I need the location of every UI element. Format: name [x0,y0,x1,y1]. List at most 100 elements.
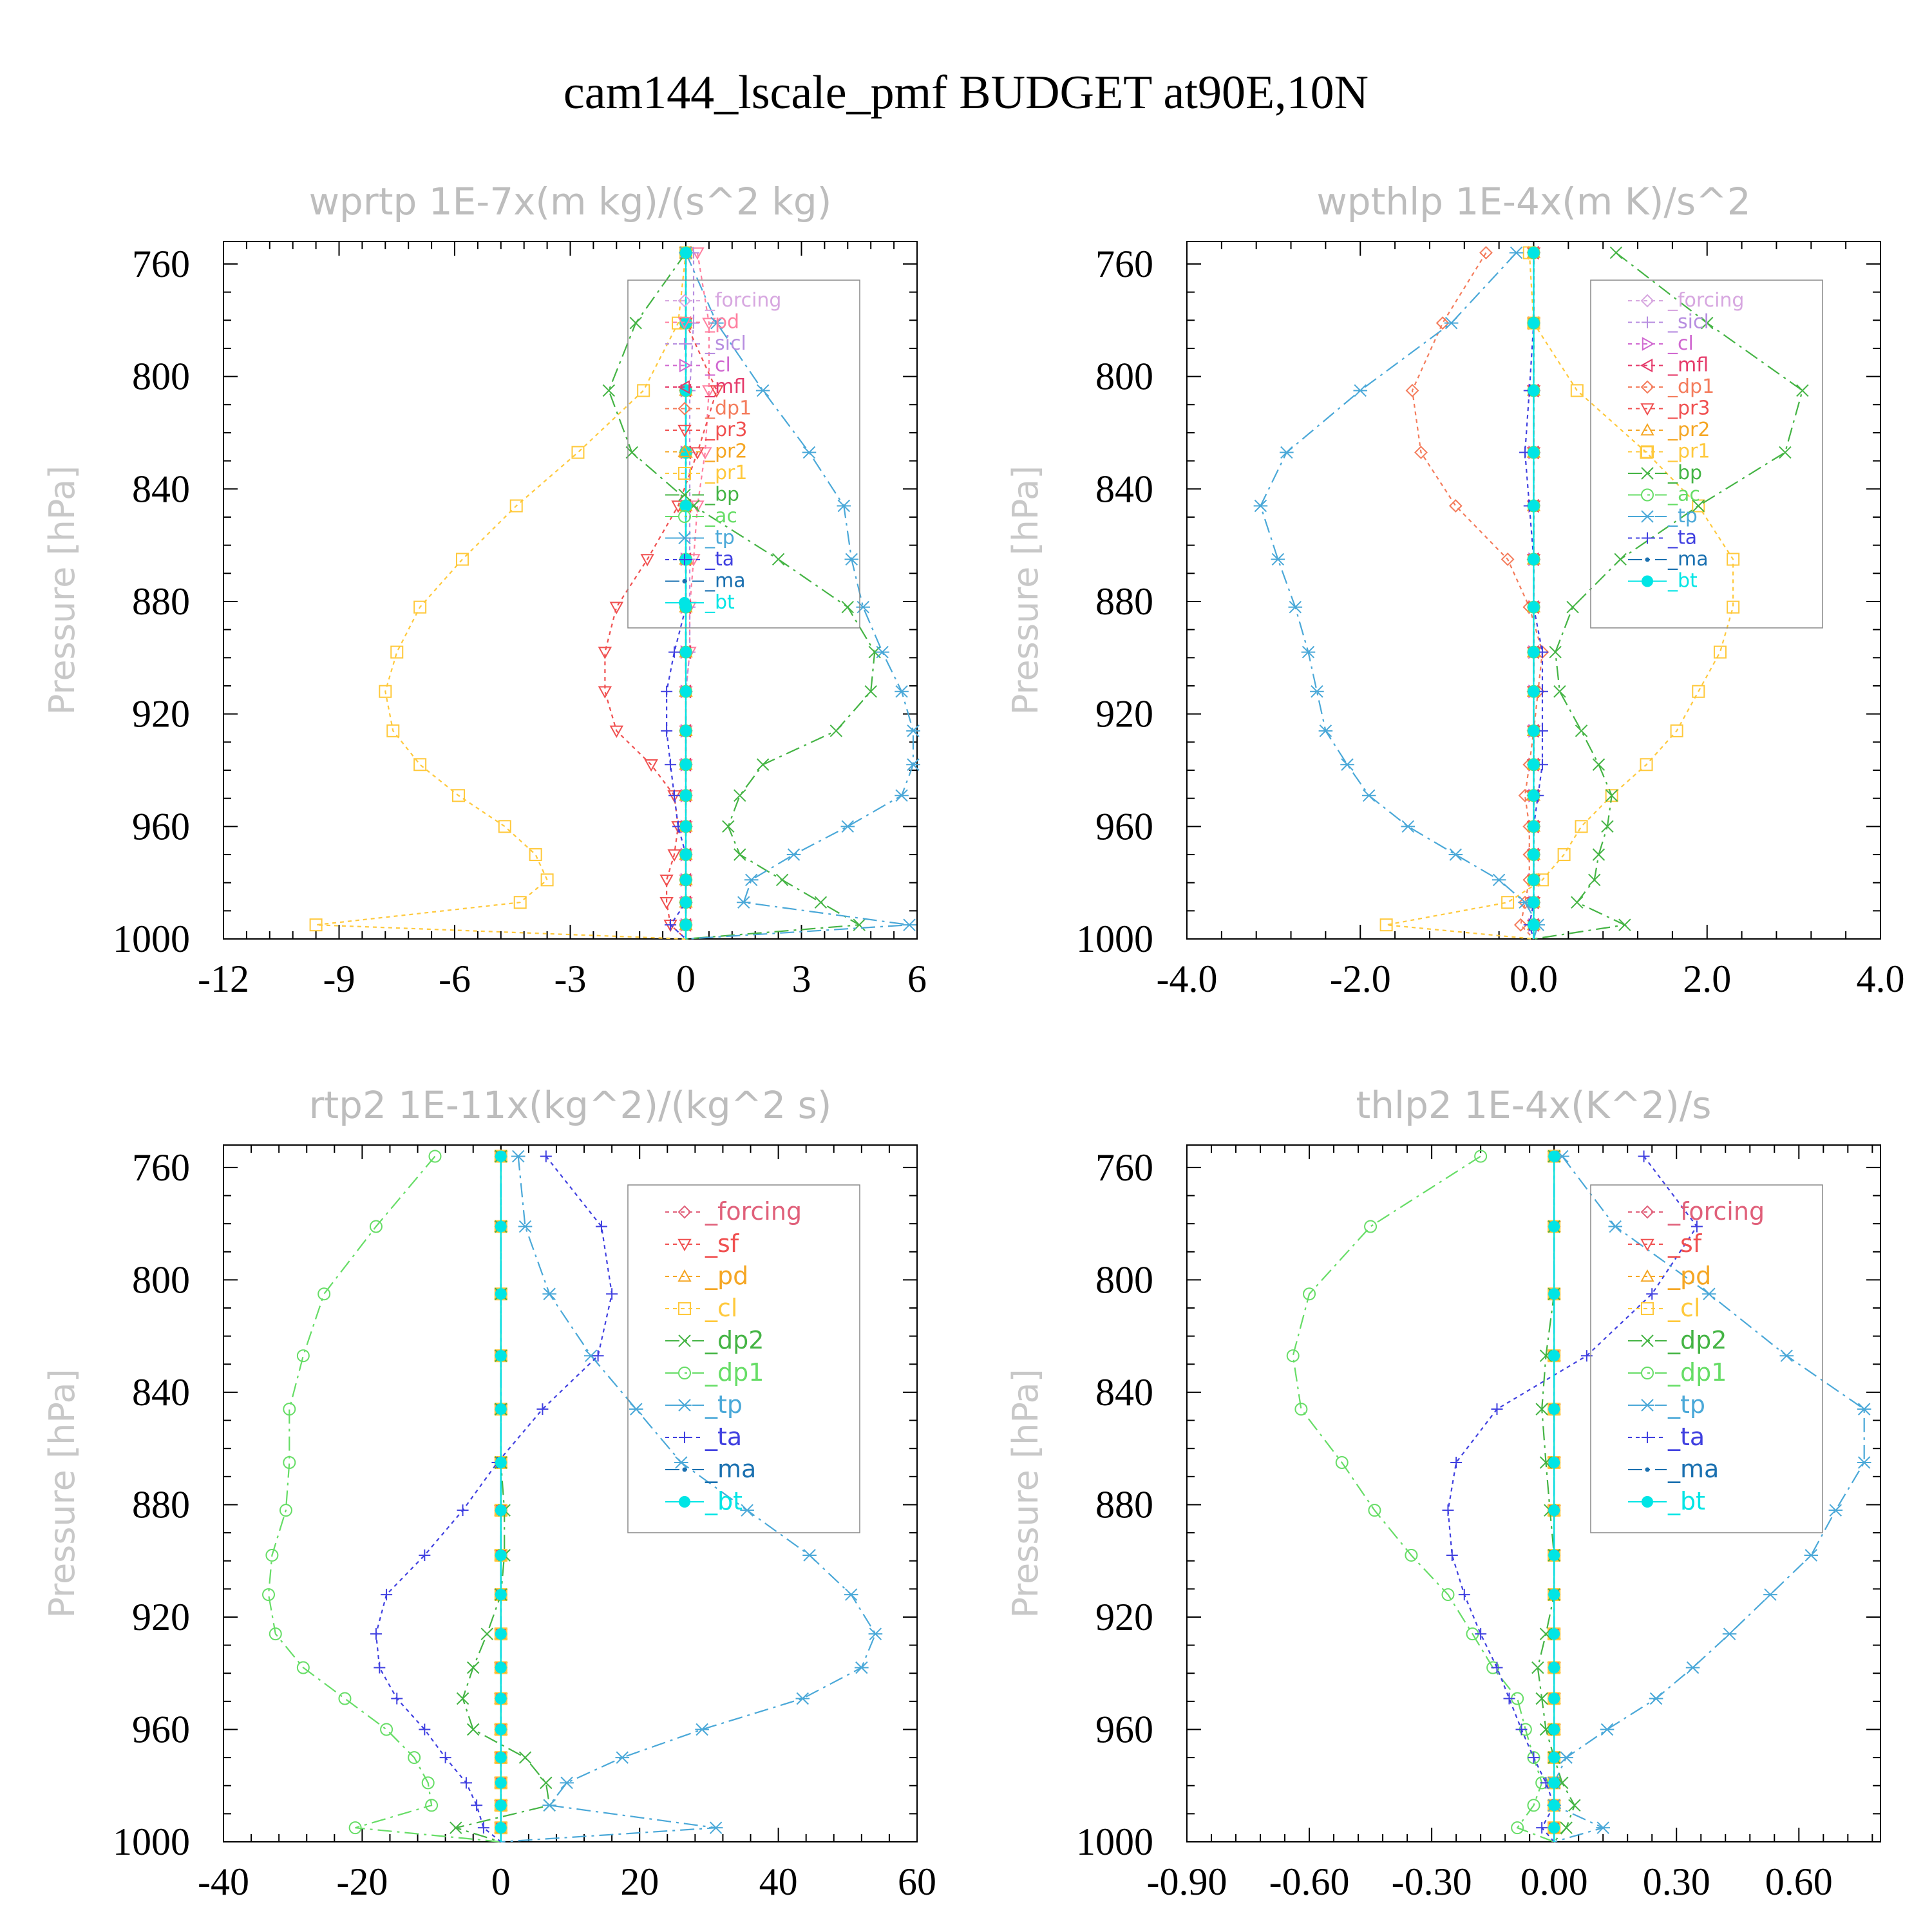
data-point [1685,1661,1700,1674]
data-point [668,790,681,802]
series-line [685,252,914,940]
x-tick-label: -2.0 [1330,958,1391,1000]
data-point [1515,1723,1528,1736]
data-point [370,1628,382,1640]
legend-label: _sicl [1667,311,1709,334]
series-line [666,252,687,940]
data-point [1435,316,1450,330]
y-tick-label: 880 [1095,580,1153,623]
legend-label: _sf [1667,1229,1703,1258]
y-axis-label: Pressure [hPa] [42,1368,82,1618]
data-point [1528,446,1540,459]
data-point [906,758,920,771]
data-point [1548,1150,1560,1162]
data-point [480,1627,493,1640]
data-point [513,896,527,909]
y-tick-label: 760 [132,243,190,285]
panel-title: wpthlp 1E-4x(m K)/s^2 [1316,180,1750,223]
data-point [1340,758,1354,771]
legend-label: _forcing [705,1197,802,1226]
data-point [1528,1752,1540,1764]
data-point [269,1627,282,1641]
data-point [1592,758,1605,771]
series-bp [1533,246,1809,940]
data-point [1596,1821,1610,1834]
data-point [1528,919,1540,931]
data-point [1528,500,1540,512]
data-point [802,446,817,459]
legend-marker [677,380,690,394]
legend-label: _pr1 [1667,440,1710,463]
legend-label: _dp2 [705,1326,764,1354]
legend-label: _pr3 [705,419,747,441]
data-point [1722,1627,1737,1640]
data-point [1491,1403,1503,1416]
chart-panel-4: thlp2 1E-4x(K^2)/s Pressure [hPa] 760 800 84… [1005,1083,1881,1903]
x-tick-label: 40 [759,1861,798,1903]
data-point [844,553,859,566]
legend-marker [1640,1238,1654,1252]
data-point [1690,1220,1703,1233]
data-point [1528,317,1540,329]
data-point [1492,873,1506,886]
data-point [1441,1588,1455,1602]
data-point [495,1220,507,1233]
data-point [1649,1692,1663,1705]
data-point [659,875,674,887]
legend: _forcing_pd_sicl_cl_mfl_dp1_pr3_pr2_pr1_… [627,279,860,629]
y-tick-label: 800 [132,355,190,398]
data-point [1318,724,1333,737]
data-point [1575,724,1588,737]
data-point [1605,789,1618,802]
data-point [1475,1628,1487,1640]
data-point [1670,724,1683,737]
legend-marker [1642,316,1653,328]
legend-label: _ta [1667,1423,1705,1451]
data-point [457,1504,469,1517]
legend-marker [678,1334,691,1347]
data-point [1804,1549,1819,1562]
data-point [1857,1403,1871,1416]
legend-label: _cl [1667,332,1694,355]
y-tick-label: 800 [1095,355,1153,398]
data-point [511,1150,526,1163]
data-point [1528,685,1540,697]
data-point [802,1549,817,1562]
data-point [477,1822,489,1834]
legend-label: _ta [705,1423,742,1451]
plot-frame [223,1144,918,1842]
legend-marker [677,294,692,308]
y-tick-label: 760 [1095,1146,1153,1189]
x-tick-label: -3 [554,958,587,1000]
data-point [495,1662,507,1674]
legend-label: _pr2 [1667,419,1710,441]
data-point [1528,759,1540,771]
data-point [1528,724,1540,737]
legend-label: _dp1 [1667,1358,1727,1387]
data-point [710,316,724,330]
data-point [1592,848,1605,861]
data-point [1458,1589,1470,1601]
panel-title: wprtp 1E-7x(m kg)/(s^2 kg) [309,180,832,223]
data-point [829,724,843,737]
legend-label: _bp [705,484,739,506]
data-point [348,1821,362,1835]
legend-marker [1642,575,1653,587]
y-tick-label: 920 [132,693,190,735]
data-point [902,918,916,931]
data-point [772,553,785,566]
data-point [1501,553,1515,566]
data-point [419,1723,431,1736]
data-point [680,848,692,860]
data-point [734,848,746,861]
legend-label: _ma [1667,1455,1719,1483]
legend-label: _bt [705,1487,743,1515]
data-point [518,1751,532,1764]
legend-label: _ma [705,570,746,592]
data-point [1444,316,1459,330]
data-point [1511,1821,1524,1835]
legend-label: _cl [705,1294,737,1322]
data-point [262,1588,276,1602]
data-point [540,1150,552,1162]
legend-marker [678,1302,691,1315]
